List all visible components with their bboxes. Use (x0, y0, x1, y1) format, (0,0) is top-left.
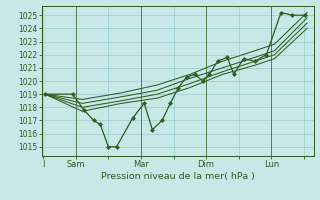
X-axis label: Pression niveau de la mer( hPa ): Pression niveau de la mer( hPa ) (101, 172, 254, 181)
